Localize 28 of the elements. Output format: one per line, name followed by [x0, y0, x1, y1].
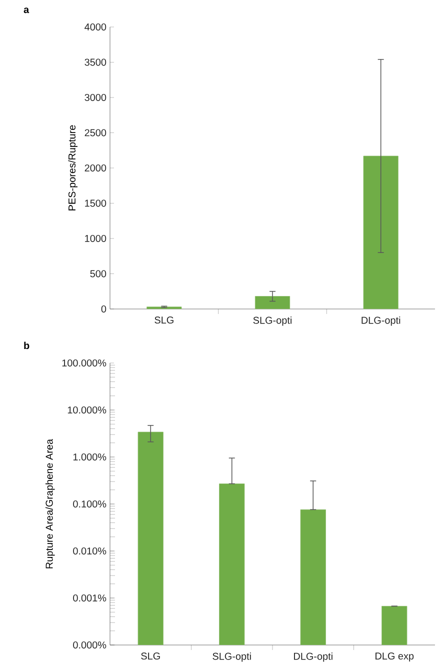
x-tick-label: SLG: [141, 652, 160, 660]
bar: [255, 296, 290, 309]
x-tick-label: SLG-opti: [253, 316, 292, 326]
x-tick-label: DLG-opti: [362, 316, 400, 326]
y-tick-label: 0: [101, 305, 106, 313]
text: a: [24, 8, 30, 14]
x-tick-label: DLG-opti: [294, 652, 332, 662]
y-axis-title: Rupture Area/Graphene Area: [45, 438, 55, 568]
text: b: [24, 342, 30, 350]
x-tick-label: SLG: [154, 316, 174, 324]
y-tick-label: 4000: [84, 23, 106, 31]
y-tick-label: 2000: [84, 164, 106, 172]
y-tick-label: 100.000%: [62, 359, 106, 367]
x-tick-label: SLG-opti: [212, 652, 251, 662]
y-tick-label: 2500: [84, 129, 106, 136]
y-axis-title: PES-pores/Rupture: [68, 125, 78, 210]
y-tick-label: 0.010%: [73, 547, 106, 555]
y-tick-label: 1.000%: [73, 453, 106, 461]
y-tick-label: 0.000%: [73, 641, 106, 649]
y-tick-label: 1000: [85, 234, 106, 242]
y-tick-label: 0.100%: [73, 500, 106, 508]
x-tick-label: DLG exp: [376, 652, 414, 662]
y-tick-label: 1500: [85, 200, 106, 207]
y-tick-label: 3000: [84, 94, 106, 102]
y-tick-label: 3500: [84, 58, 106, 66]
y-tick-label: 500: [90, 270, 106, 278]
y-tick-label: 10.000%: [68, 406, 106, 414]
y-tick-label: 0.001%: [73, 594, 106, 602]
